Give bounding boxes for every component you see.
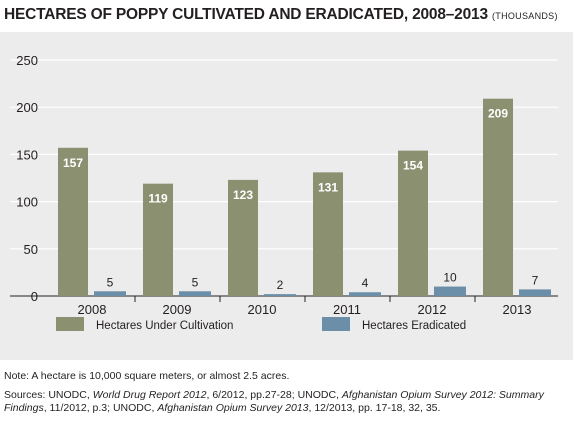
bar-label-cultivated: 157: [63, 156, 83, 170]
bar-eradicated: [179, 291, 211, 296]
chart-title-unit: (THOUSANDS): [491, 11, 558, 21]
x-tick-label: 2013: [503, 302, 532, 317]
bar-cultivated: [313, 172, 343, 296]
bar-label-eradicated: 5: [192, 275, 199, 289]
sources-text: Sources: UNODC, World Drug Report 2012, …: [4, 389, 570, 416]
note-text: Note: A hectare is 10,000 square meters,…: [4, 370, 290, 382]
legend-label-cultivated: Hectares Under Cultivation: [96, 320, 233, 332]
legend-swatch-cultivated: [56, 317, 84, 331]
sources-segment: , 11/2012, p.3; UNODC,: [43, 402, 158, 414]
bar-eradicated: [349, 292, 381, 296]
sources-segment: , 6/2012, pp.27-28; UNODC,: [206, 388, 342, 401]
bar-label-cultivated: 154: [403, 159, 423, 173]
bar-label-eradicated: 10: [443, 271, 457, 285]
x-tick-label: 2009: [163, 302, 192, 317]
x-tick-label: 2010: [248, 302, 277, 317]
y-tick-label: 200: [16, 100, 38, 115]
bar-eradicated: [519, 289, 551, 296]
bar-label-eradicated: 2: [277, 278, 284, 292]
bar-label-cultivated: 119: [148, 192, 168, 206]
x-tick-label: 2012: [418, 302, 447, 317]
bar-eradicated: [94, 291, 126, 296]
bar-label-eradicated: 5: [107, 275, 114, 289]
bar-label-cultivated: 131: [318, 180, 338, 194]
y-tick-label: 150: [16, 147, 38, 162]
bar-eradicated: [434, 286, 466, 296]
sources-segment: Afghanistan Opium Survey 2013: [157, 402, 309, 414]
chart-title-main: HECTARES OF POPPY CULTIVATED AND ERADICA…: [4, 6, 488, 23]
bar-eradicated: [264, 294, 296, 296]
bar-label-cultivated: 123: [233, 188, 253, 202]
chart-notes: Note: A hectare is 10,000 square meters,…: [4, 370, 570, 421]
bar-cultivated: [58, 147, 88, 296]
bar-cultivated: [143, 183, 173, 296]
legend-label-eradicated: Hectares Eradicated: [362, 320, 466, 332]
sources-segment: , 12/2013, pp. 17-18, 32, 35.: [308, 402, 441, 414]
x-tick-label: 2011: [333, 302, 361, 317]
bar-label-eradicated: 4: [362, 276, 369, 290]
bar-cultivated: [398, 150, 428, 296]
bar-label-eradicated: 7: [532, 273, 539, 287]
y-tick-label: 250: [16, 53, 38, 68]
chart-title: HECTARES OF POPPY CULTIVATED AND ERADICA…: [4, 6, 558, 24]
chart-background-panel: [0, 32, 573, 360]
x-tick-label: 2008: [78, 302, 107, 317]
bar-chart: 0501001502002501575200811952009123220101…: [10, 53, 558, 332]
bar-label-cultivated: 209: [488, 107, 508, 121]
sources-segment: Sources: UNODC,: [4, 388, 93, 401]
sources-segment: Afghanistan Opium Survey 2012: Summary F…: [4, 388, 544, 415]
y-tick-label: 100: [16, 195, 38, 210]
bar-cultivated: [228, 179, 258, 296]
bar-cultivated: [483, 98, 513, 296]
y-tick-label: 50: [24, 242, 38, 257]
legend-swatch-eradicated: [322, 317, 350, 331]
sources-segment: World Drug Report 2012: [92, 388, 207, 401]
